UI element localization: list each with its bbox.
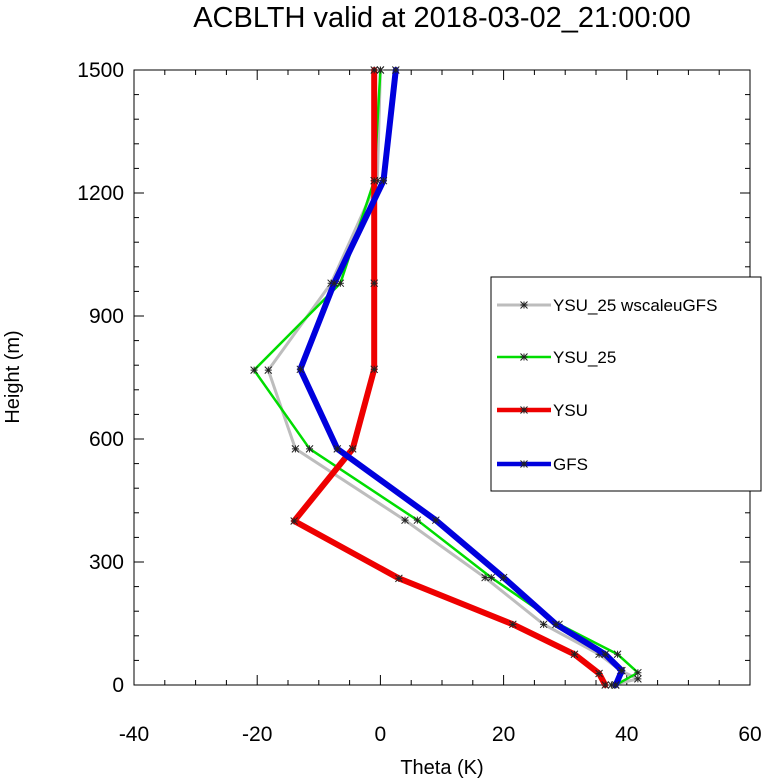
- data-point-marker: [487, 573, 496, 582]
- data-point-marker: [391, 66, 400, 74]
- data-point-marker: [634, 668, 642, 677]
- legend-marker: [520, 353, 528, 361]
- x-tick-label: 0: [375, 723, 387, 746]
- legend-label: GFS: [553, 455, 588, 474]
- data-point-marker: [250, 366, 258, 374]
- data-point-marker: [401, 516, 409, 525]
- x-tick-label: 20: [492, 723, 515, 746]
- legend-label: YSU_25: [553, 348, 616, 367]
- data-point-marker: [305, 444, 314, 453]
- data-point-marker: [595, 650, 603, 659]
- data-point-marker: [508, 620, 517, 629]
- data-point-marker: [330, 279, 339, 288]
- data-point-marker: [348, 444, 357, 453]
- data-point-marker: [290, 517, 299, 525]
- y-tick-label: 1200: [77, 182, 124, 205]
- data-point-marker: [370, 365, 379, 374]
- data-point-marker: [376, 66, 385, 74]
- data-point-marker: [601, 650, 610, 659]
- data-point-marker: [481, 573, 489, 582]
- data-point-marker: [539, 620, 548, 629]
- data-point-marker: [296, 365, 305, 374]
- legend-label: YSU: [553, 401, 588, 420]
- data-point-marker: [634, 674, 642, 683]
- data-point-marker: [413, 516, 422, 525]
- y-tick-label: 1500: [77, 59, 124, 82]
- data-point-marker: [370, 66, 379, 74]
- legend-box: [490, 276, 762, 492]
- data-point-marker: [595, 669, 603, 678]
- data-point-marker: [333, 444, 342, 453]
- data-point-marker: [370, 176, 379, 185]
- data-point-marker: [336, 279, 345, 288]
- series-lines: [250, 66, 642, 689]
- legend: YSU_25 wscaleuGFS YSU_25 YSU GFS: [490, 276, 762, 492]
- data-point-marker: [264, 366, 273, 374]
- legend-marker: [520, 406, 528, 414]
- data-point-marker: [370, 279, 379, 288]
- data-point-marker: [379, 176, 388, 185]
- data-point-marker: [291, 444, 300, 453]
- series-ysu: [290, 66, 610, 689]
- data-point-marker: [611, 681, 620, 689]
- data-point-marker: [499, 573, 508, 582]
- legend-marker: [520, 460, 528, 468]
- y-tick-label: 0: [112, 674, 124, 697]
- x-tick-label: 60: [738, 723, 761, 746]
- y-tick-label: 900: [89, 305, 124, 328]
- x-tick-label: 40: [615, 723, 638, 746]
- legend-marker: [520, 301, 528, 309]
- y-tick-label: 600: [89, 428, 124, 451]
- x-tick-label: -20: [242, 723, 272, 746]
- y-tick-labels: 0 300 600 900 1200 1500: [77, 59, 124, 697]
- legend-label: YSU_25 wscaleuGFS: [553, 296, 717, 315]
- series-gfs: [296, 66, 626, 689]
- data-point-marker: [607, 681, 616, 689]
- x-tick-label: -40: [119, 723, 149, 746]
- data-point-marker: [613, 650, 622, 659]
- chart-title: ACBLTH valid at 2018-03-02_21:00:00: [193, 2, 691, 34]
- data-point-marker: [570, 650, 579, 659]
- data-point-marker: [552, 620, 560, 629]
- x-axis-label: Theta (K): [400, 757, 483, 779]
- data-point-marker: [395, 574, 403, 583]
- x-tick-labels: -40 -20 0 20 40 60: [119, 723, 762, 746]
- y-axis-label: Height (m): [2, 330, 24, 423]
- data-point-marker: [431, 516, 440, 525]
- data-point-marker: [618, 666, 626, 675]
- y-tick-label: 300: [89, 551, 124, 574]
- data-point-marker: [601, 681, 610, 689]
